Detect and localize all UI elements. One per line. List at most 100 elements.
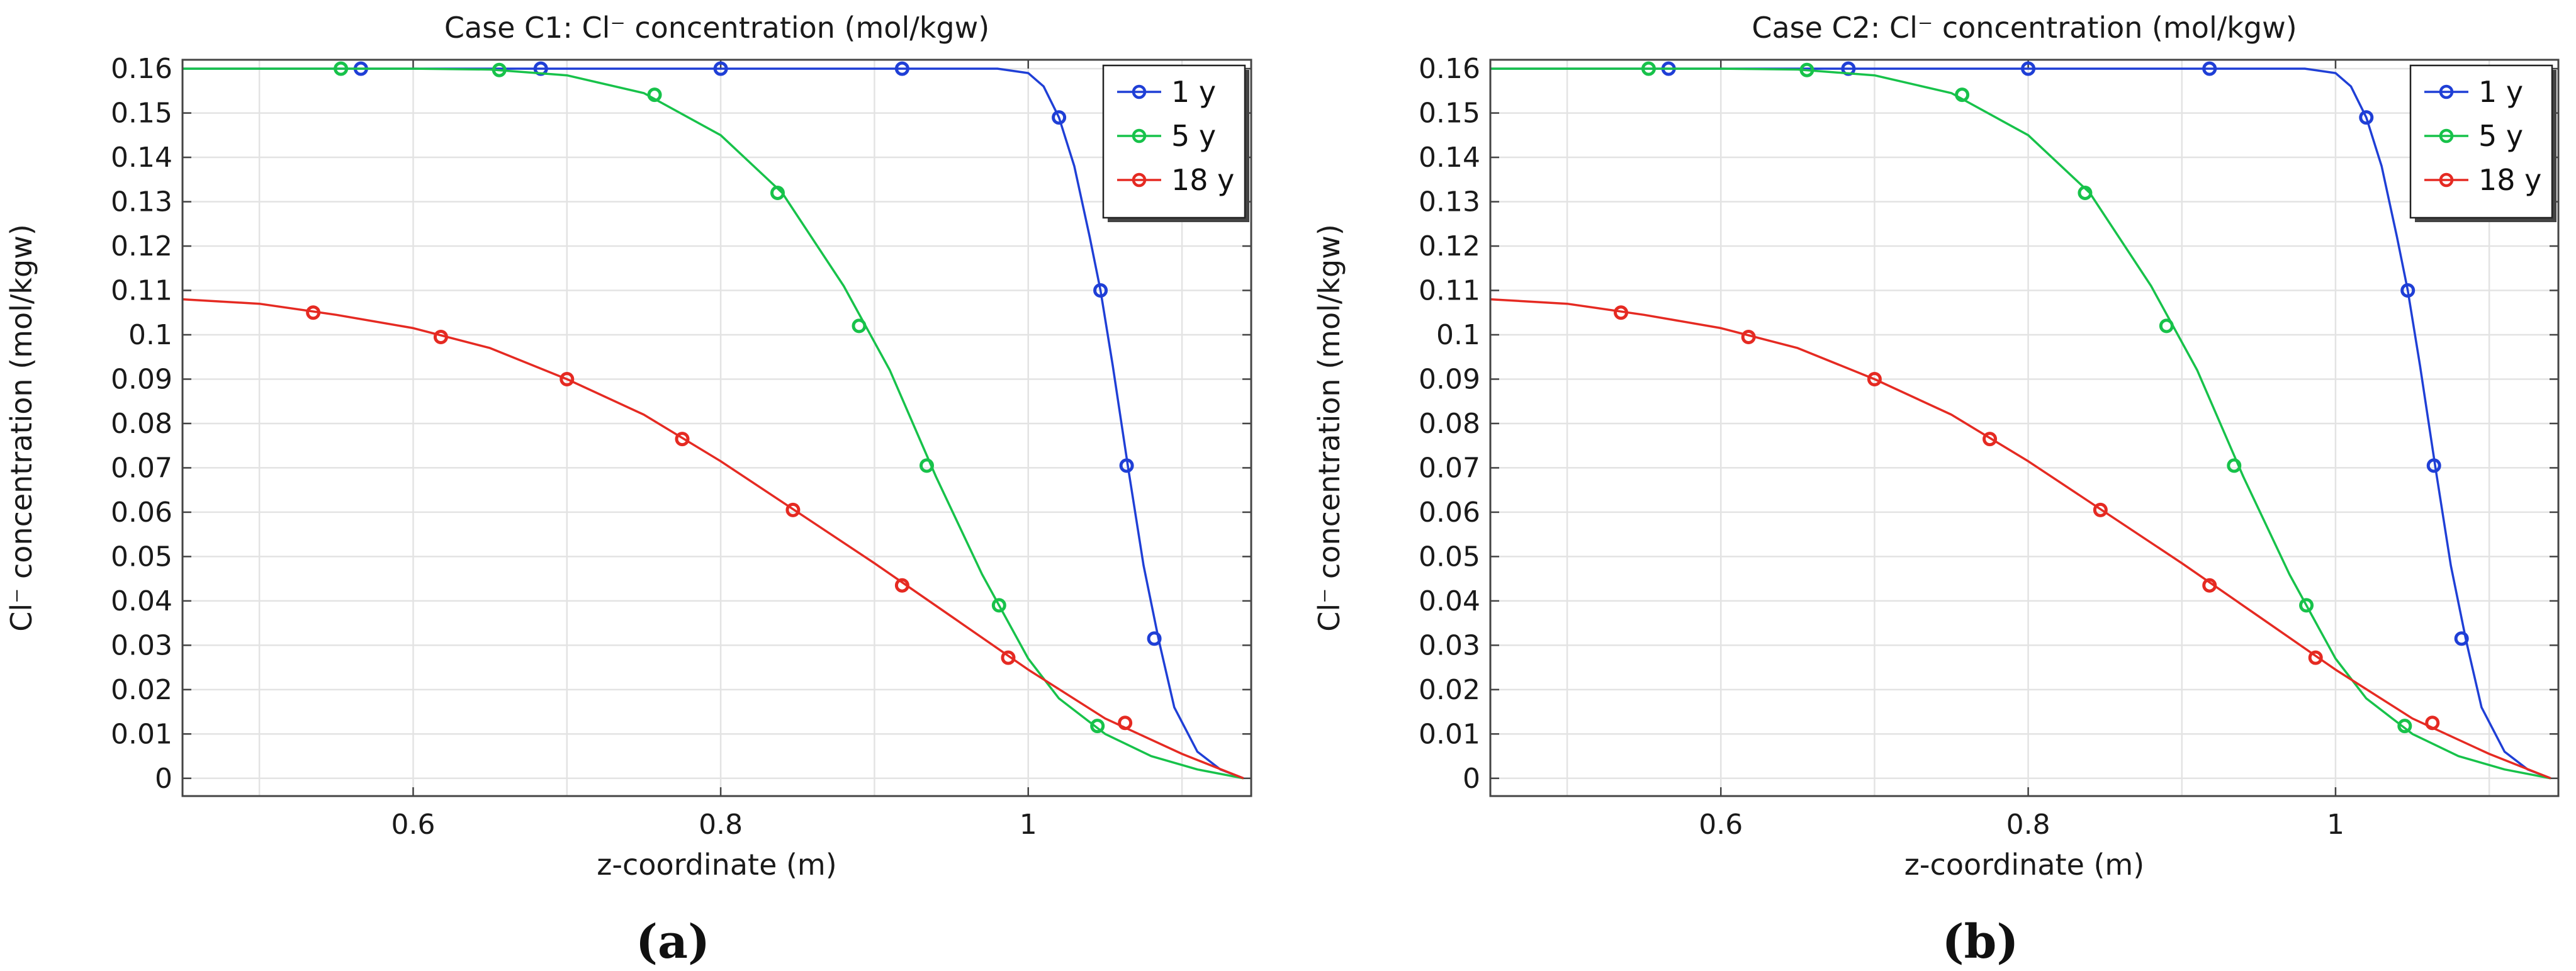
y-tick-label: 0.14 bbox=[1419, 142, 1480, 174]
data-point bbox=[894, 578, 909, 593]
data-point bbox=[770, 185, 785, 200]
data-point bbox=[2227, 458, 2242, 473]
data-point bbox=[334, 61, 349, 76]
plot-area bbox=[1490, 60, 2558, 796]
y-tick-label: 0.09 bbox=[111, 363, 172, 395]
chart-title: Case C2: Cl⁻ concentration (mol/kgw) bbox=[1752, 11, 2297, 45]
y-tick-label: 0.05 bbox=[111, 541, 172, 573]
y-axis-label: Cl⁻ concentration (mol/kgw) bbox=[4, 224, 38, 632]
legend-swatch-marker bbox=[2439, 172, 2454, 188]
plot-area bbox=[183, 60, 1251, 796]
chart-title: Case C1: Cl⁻ concentration (mol/kgw) bbox=[444, 11, 989, 45]
y-axis-label: Cl⁻ concentration (mol/kgw) bbox=[1312, 224, 1346, 632]
legend-swatch-marker bbox=[1132, 172, 1147, 188]
y-tick-label: 0.13 bbox=[111, 186, 172, 218]
data-point bbox=[2397, 719, 2412, 734]
data-point bbox=[919, 458, 934, 473]
y-tick-label: 0.14 bbox=[111, 142, 172, 174]
series-18-y bbox=[182, 298, 1244, 780]
x-tick-label: 0.6 bbox=[1699, 809, 1743, 841]
y-tick-label: 0 bbox=[1463, 763, 1480, 795]
x-tick-label: 0.8 bbox=[2006, 809, 2050, 841]
legend-label: 1 y bbox=[2478, 75, 2523, 109]
panel-caption: (b) bbox=[1942, 915, 2019, 968]
x-axis-label: z-coordinate (m) bbox=[1904, 848, 2144, 882]
y-tick-label: 0.12 bbox=[111, 230, 172, 262]
series-line bbox=[1490, 298, 2551, 780]
y-tick-label: 0.06 bbox=[1419, 497, 1480, 529]
y-tick-label: 0.11 bbox=[111, 275, 172, 307]
y-tick-label: 0.02 bbox=[111, 674, 172, 706]
y-tick-label: 0.16 bbox=[111, 53, 172, 85]
legend-swatch-marker bbox=[1132, 84, 1147, 99]
data-point bbox=[2454, 631, 2469, 646]
y-tick-label: 0.02 bbox=[1419, 674, 1480, 706]
y-tick-label: 0.04 bbox=[111, 585, 172, 617]
data-point bbox=[2426, 458, 2441, 473]
plot-frame bbox=[1489, 59, 2560, 797]
y-tick-label: 0.15 bbox=[111, 98, 172, 130]
data-point bbox=[713, 61, 728, 76]
y-tick-label: 0.1 bbox=[1436, 319, 1480, 351]
y-tick-label: 0.05 bbox=[1419, 541, 1480, 573]
data-point bbox=[894, 61, 909, 76]
data-point bbox=[1052, 110, 1067, 125]
y-tick-label: 0 bbox=[155, 763, 172, 795]
chart-panel-2: 0 0.01 0.02 0.03 0.04 0.05 0.06 0.07 0.08 0.09 0.1… bbox=[1312, 11, 2560, 969]
legend-label: 5 y bbox=[2478, 119, 2523, 153]
data-point bbox=[2425, 716, 2440, 731]
data-point bbox=[306, 305, 321, 320]
y-tick-label: 0.1 bbox=[128, 319, 172, 351]
y-tick-label: 0.07 bbox=[111, 452, 172, 484]
data-point bbox=[2359, 110, 2374, 125]
y-tick-label: 0.09 bbox=[1419, 363, 1480, 395]
y-tick-label: 0.03 bbox=[111, 629, 172, 661]
data-point bbox=[1001, 650, 1016, 665]
series-line bbox=[1490, 67, 2551, 780]
y-tick-label: 0.04 bbox=[1419, 585, 1480, 617]
data-point bbox=[785, 502, 801, 517]
data-point bbox=[1955, 87, 1970, 103]
series-5-y bbox=[183, 61, 1244, 780]
data-point bbox=[2093, 502, 2108, 517]
y-tick-label: 0.11 bbox=[1419, 275, 1480, 307]
y-tick-label: 0.08 bbox=[1419, 408, 1480, 440]
data-point bbox=[1641, 61, 1656, 76]
data-point bbox=[852, 318, 867, 334]
data-point bbox=[560, 371, 575, 386]
x-tick-label: 1 bbox=[1020, 809, 1037, 841]
series-line bbox=[183, 67, 1244, 780]
y-tick-label: 0.13 bbox=[1419, 186, 1480, 218]
data-point bbox=[2159, 318, 2174, 334]
chart-panel-1: 0 0.01 0.02 0.03 0.04 0.05 0.06 0.07 0.08 0.09 0.1… bbox=[4, 11, 1252, 969]
data-point bbox=[2202, 61, 2217, 76]
legend-label: 18 y bbox=[2478, 163, 2541, 197]
series-1-y bbox=[183, 61, 1244, 780]
series-line bbox=[182, 298, 1244, 780]
data-point bbox=[492, 62, 507, 77]
series-18-y bbox=[1490, 298, 2551, 780]
data-point bbox=[1119, 458, 1134, 473]
y-tick-label: 0.16 bbox=[1419, 53, 1480, 85]
legend: 1 y 5 y 18 y bbox=[1102, 64, 1249, 222]
x-tick-label: 0.6 bbox=[391, 809, 435, 841]
data-point bbox=[1741, 330, 1756, 345]
data-point bbox=[2021, 61, 2036, 76]
data-point bbox=[2202, 578, 2217, 593]
legend-swatch-marker bbox=[1132, 128, 1147, 143]
x-tick-label: 0.8 bbox=[699, 809, 743, 841]
x-axis-label: z-coordinate (m) bbox=[597, 848, 836, 882]
series-line bbox=[1490, 67, 2551, 780]
plot-frame bbox=[181, 59, 1252, 797]
data-point bbox=[2400, 283, 2416, 298]
data-point bbox=[1983, 432, 1998, 447]
legend-label: 18 y bbox=[1171, 163, 1234, 197]
data-point bbox=[433, 330, 448, 345]
y-tick-label: 0.07 bbox=[1419, 452, 1480, 484]
data-point bbox=[2078, 185, 2093, 200]
x-tick-label: 1 bbox=[2327, 809, 2344, 841]
data-point bbox=[1867, 371, 1882, 386]
data-point bbox=[1147, 631, 1162, 646]
series-line bbox=[183, 67, 1244, 780]
